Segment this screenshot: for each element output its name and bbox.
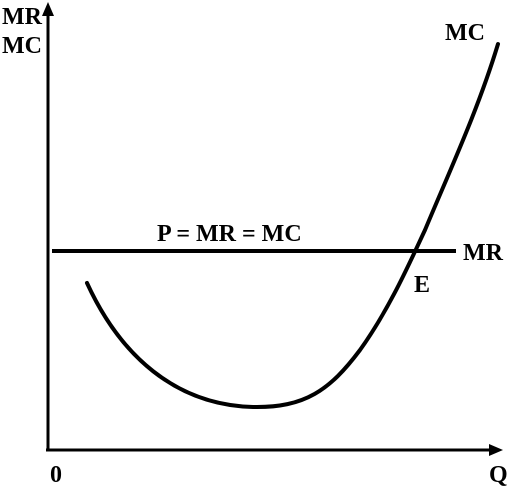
mc-curve [85,42,500,410]
origin-label: 0 [50,462,62,487]
mc-curve-label: MC [445,20,485,46]
x-axis-arrowhead [489,444,503,456]
y-axis-arrowhead [42,2,54,16]
y-axis-label-bottom: MC [2,33,42,59]
mr-line-label: MR [463,240,504,266]
x-axis-label: Q [489,462,508,487]
equilibrium-label: P = MR = MC [157,221,302,247]
y-axis-label-top: MR [2,4,43,30]
point-e-label: E [414,272,430,298]
